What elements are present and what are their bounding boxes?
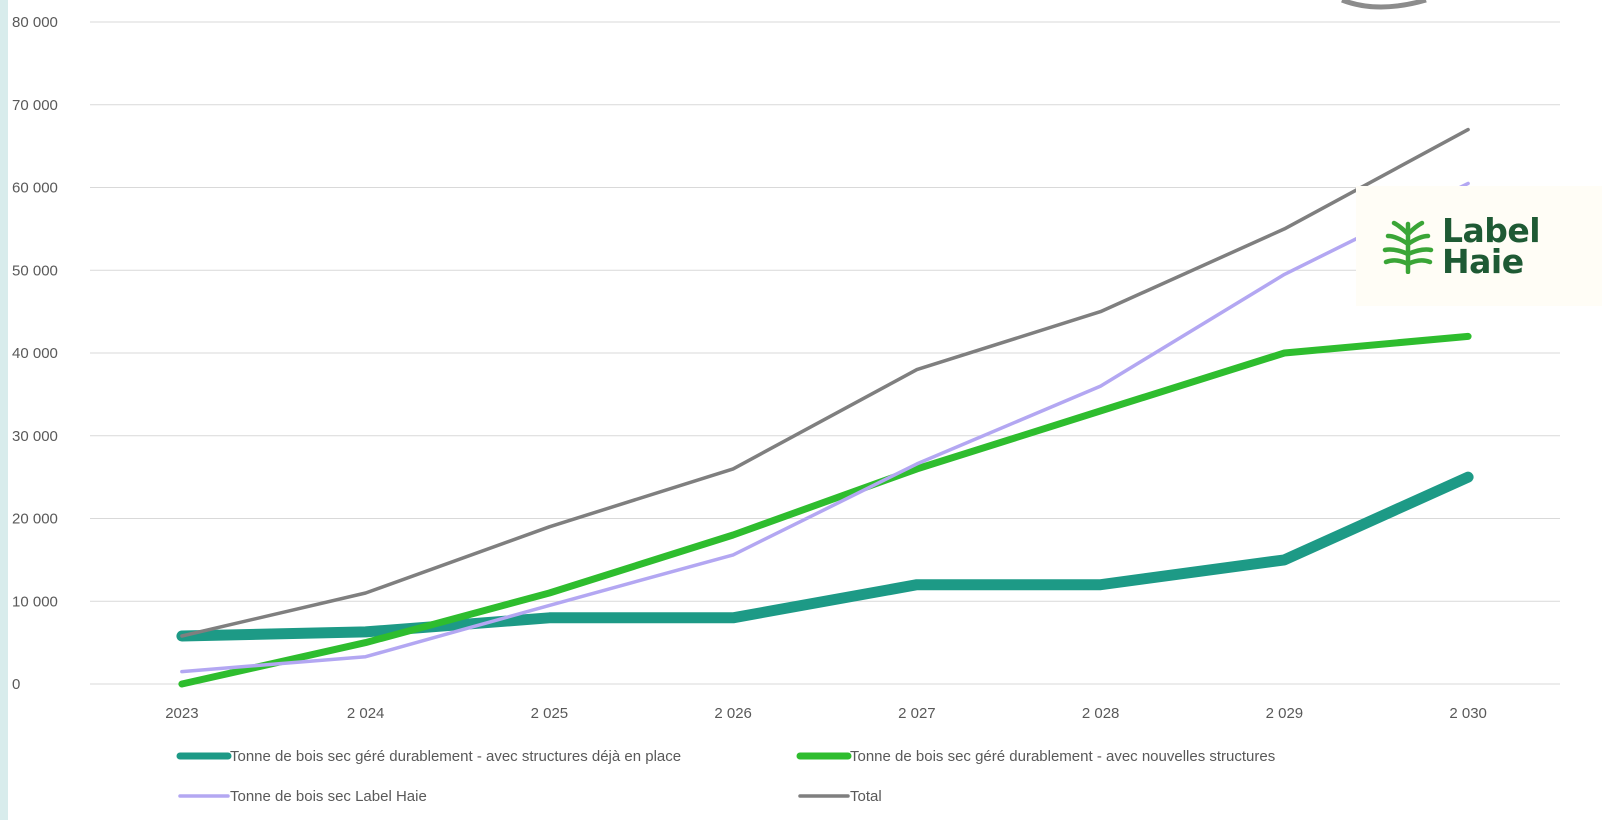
x-axis-ticks: 2023 2 024 2 025 2 026 2 027 2 028 2 029 2 030 — [165, 705, 1487, 722]
left-edge-strip — [0, 0, 8, 820]
y-axis-ticks: 0 10 000 20 000 30 000 40 000 50 000 60 000 70 … — [12, 14, 58, 693]
series-lines — [176, 127, 1474, 688]
legend-label: Tonne de bois sec géré durablement - ave… — [850, 748, 1275, 765]
label-haie-logo: Label Haie — [1356, 186, 1602, 306]
x-tick-label: 2 027 — [898, 705, 936, 722]
x-tick-label: 2 025 — [531, 705, 569, 722]
series-line — [178, 332, 1472, 688]
y-tick-label: 60 000 — [12, 180, 58, 197]
y-tick-label: 80 000 — [12, 14, 58, 31]
logo-line-1: Label — [1442, 211, 1541, 250]
x-tick-label: 2 026 — [714, 705, 752, 722]
y-tick-label: 30 000 — [12, 428, 58, 445]
x-tick-label: 2 024 — [347, 705, 385, 722]
legend-label: Tonne de bois sec Label Haie — [230, 788, 427, 805]
x-tick-label: 2 030 — [1449, 705, 1487, 722]
series-line — [176, 471, 1474, 642]
y-tick-label: 50 000 — [12, 262, 58, 279]
legend-label: Total — [850, 788, 882, 805]
x-tick-label: 2 028 — [1082, 705, 1120, 722]
y-tick-label: 10 000 — [12, 593, 58, 610]
gridlines — [90, 21, 1560, 685]
logo-line-2: Haie — [1442, 242, 1524, 281]
y-tick-label: 40 000 — [12, 345, 58, 362]
y-tick-label: 20 000 — [12, 511, 58, 528]
legend-label: Tonne de bois sec géré durablement - ave… — [230, 748, 681, 765]
legend: Tonne de bois sec géré durablement - ave… — [176, 748, 1275, 805]
corner-arc-decoration — [1341, 0, 1427, 10]
logo-wordmark: Label Haie — [1442, 211, 1541, 281]
x-tick-label: 2 029 — [1266, 705, 1304, 722]
series-line — [180, 181, 1470, 674]
leaf-fan-icon — [1382, 220, 1434, 274]
series-line — [180, 127, 1470, 638]
y-tick-label: 0 — [12, 676, 20, 693]
y-tick-label: 70 000 — [12, 97, 58, 114]
x-tick-label: 2023 — [165, 705, 198, 722]
